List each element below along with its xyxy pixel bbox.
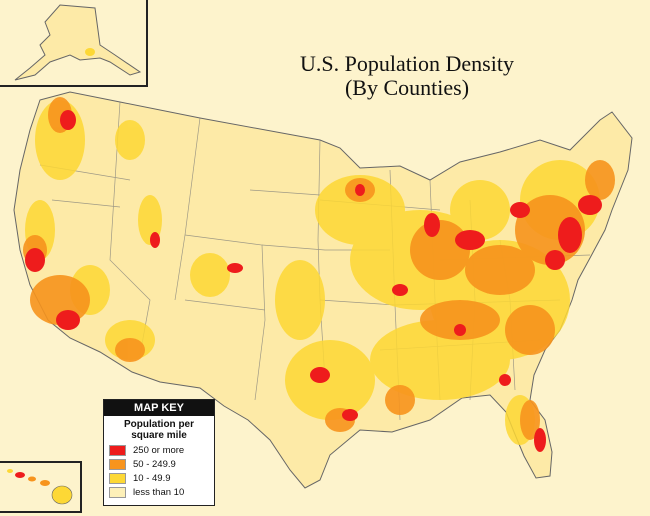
key-swatch bbox=[109, 486, 126, 498]
hawaii-islands bbox=[7, 469, 73, 505]
map-title-line2: (By Counties) bbox=[344, 75, 470, 100]
key-item-10-49: 10 - 49.9 bbox=[104, 471, 214, 485]
key-swatch bbox=[109, 472, 126, 484]
hawaii-inset bbox=[0, 461, 82, 513]
key-item-label: 10 - 49.9 bbox=[133, 472, 171, 484]
key-item-label: less than 10 bbox=[133, 486, 185, 498]
map-title: U.S. Population Density (By Counties) bbox=[262, 52, 552, 100]
map-title-line1: U.S. Population Density bbox=[300, 51, 514, 76]
key-item-250-plus: 250 or more bbox=[104, 443, 214, 457]
density-250-plus-areas bbox=[25, 110, 602, 452]
key-item-less-than-10: less than 10 bbox=[104, 485, 214, 499]
map-key-subtitle: Population per square mile bbox=[104, 416, 214, 443]
key-item-label: 250 or more bbox=[133, 444, 185, 456]
map-key-subtitle-line2: square mile bbox=[131, 430, 187, 441]
key-item-50-249: 50 - 249.9 bbox=[104, 457, 214, 471]
map-key: MAP KEY Population per square mile 250 o… bbox=[103, 399, 215, 506]
key-swatch bbox=[109, 458, 126, 470]
map-key-subtitle-line1: Population per bbox=[124, 419, 194, 430]
key-item-label: 50 - 249.9 bbox=[133, 458, 176, 470]
map-key-header: MAP KEY bbox=[104, 400, 214, 416]
key-swatch bbox=[109, 444, 126, 456]
alaska-inset bbox=[0, 0, 148, 87]
alaska-shape bbox=[14, 4, 142, 81]
